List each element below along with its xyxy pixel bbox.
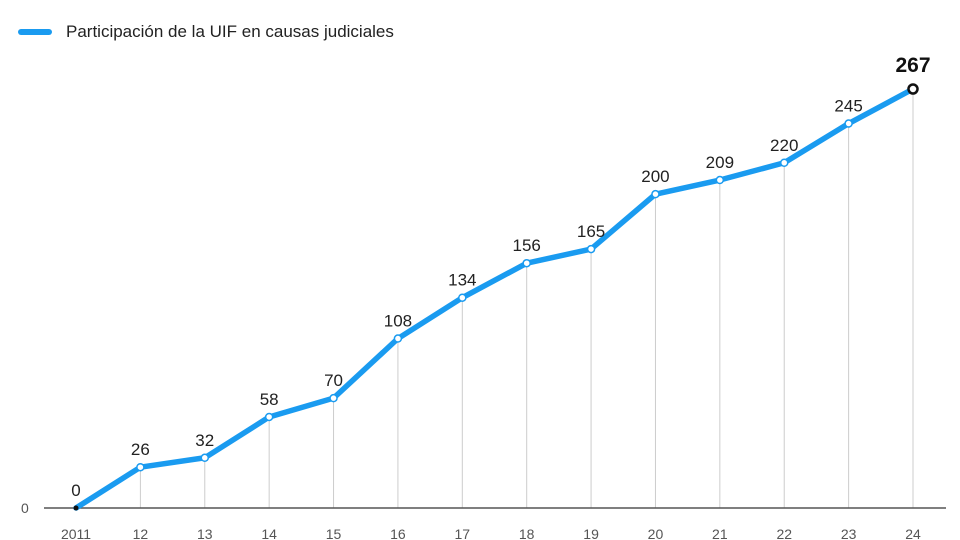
data-label-21: 209 — [706, 153, 734, 172]
data-point-23 — [844, 119, 853, 128]
x-tick-label-22: 22 — [776, 526, 792, 540]
x-tick-label-16: 16 — [390, 526, 406, 540]
x-tick-label-14: 14 — [261, 526, 277, 540]
data-point-24 — [907, 83, 919, 95]
data-label-13: 32 — [195, 431, 214, 450]
data-point-12 — [136, 462, 145, 472]
x-tick-label-24: 24 — [905, 526, 921, 540]
data-point-2011 — [73, 505, 79, 511]
data-label-20: 200 — [641, 167, 669, 186]
data-label-2011: 0 — [71, 481, 80, 500]
x-tick-label-21: 21 — [712, 526, 728, 540]
legend-label: Participación de la UIF en causas judici… — [66, 22, 394, 41]
data-label-18: 156 — [513, 236, 541, 255]
data-point-21 — [715, 175, 725, 185]
data-point-13 — [200, 453, 210, 463]
data-point-18 — [522, 258, 531, 268]
x-tick-label-23: 23 — [841, 526, 857, 540]
legend-swatch — [18, 29, 52, 35]
data-label-17: 134 — [448, 271, 476, 290]
x-tick-label-15: 15 — [326, 526, 342, 540]
data-label-22: 220 — [770, 136, 798, 155]
data-point-16 — [393, 334, 403, 343]
x-tick-label-12: 12 — [133, 526, 149, 540]
data-point-20 — [651, 189, 660, 199]
data-point-19 — [586, 244, 596, 254]
x-tick-label-20: 20 — [648, 526, 664, 540]
data-label-16: 108 — [384, 312, 412, 331]
x-tick-label-19: 19 — [583, 526, 599, 540]
x-tick-label-18: 18 — [519, 526, 535, 540]
x-tick-label-13: 13 — [197, 526, 213, 540]
data-point-17 — [458, 293, 467, 302]
x-tick-label-2011: 2011 — [61, 526, 91, 540]
data-label-14: 58 — [260, 390, 279, 409]
chart-legend: Participación de la UIF en causas judici… — [18, 22, 394, 42]
data-point-14 — [264, 412, 274, 422]
data-label-24: 267 — [895, 54, 930, 77]
y-tick-label: 0 — [21, 500, 29, 516]
data-label-15: 70 — [324, 371, 343, 390]
data-label-23: 245 — [834, 97, 862, 116]
series-line — [73, 86, 916, 511]
data-point-15 — [329, 393, 338, 403]
data-label-19: 165 — [577, 222, 605, 241]
data-point-22 — [779, 158, 789, 168]
data-label-12: 26 — [131, 440, 150, 459]
x-tick-label-17: 17 — [455, 526, 471, 540]
